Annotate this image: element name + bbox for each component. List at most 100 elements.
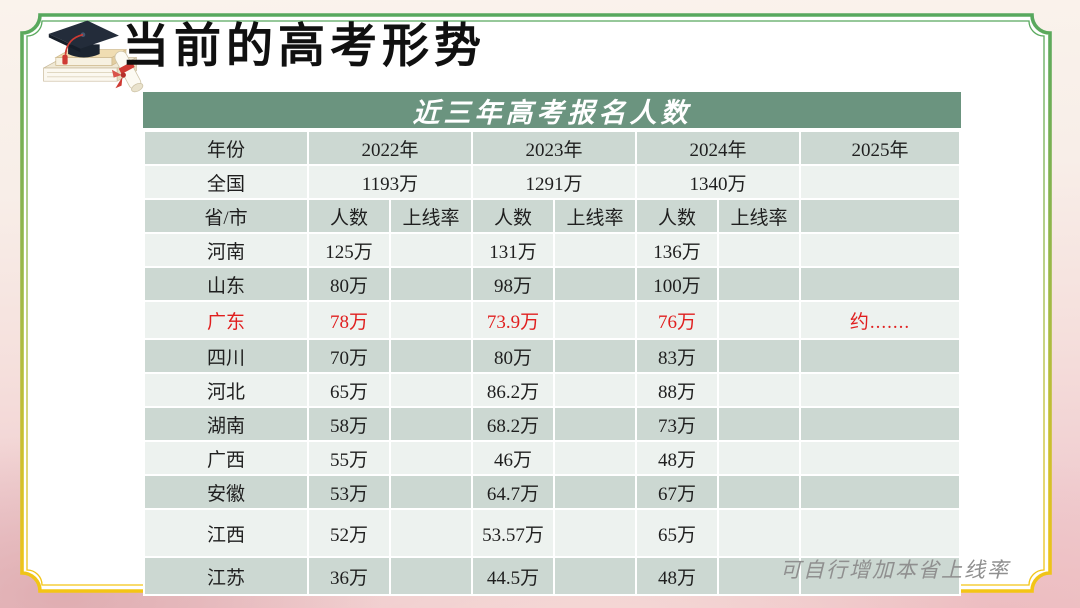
rate-2024 [719,340,800,372]
rate-2024 [719,374,800,406]
count-2024: 48万 [637,558,718,594]
count-2024: 73万 [637,408,718,440]
value-2025 [801,268,960,300]
count-2022: 55万 [309,442,389,474]
rate-2023 [555,374,636,406]
count-2024: 83万 [637,340,718,372]
province-row: 河南 125万 131万 136万 [145,234,960,266]
province-row: 广西 55万 46万 48万 [145,442,960,474]
count-2022: 52万 [309,510,389,556]
rate-2022 [391,340,472,372]
count-header: 人数 [637,200,718,232]
rate-2022 [391,510,472,556]
rate-2023 [555,476,636,508]
value-2025 [801,510,960,556]
province-row: 四川 70万 80万 83万 [145,340,960,372]
province-name: 江西 [145,510,307,556]
count-2023: 86.2万 [473,374,554,406]
province-row: 河北 65万 86.2万 88万 [145,374,960,406]
rate-2022 [391,234,472,266]
rate-2022 [391,442,472,474]
count-2023: 80万 [473,340,554,372]
rate-2024 [719,268,800,300]
province-row: 广东 78万 73.9万 76万 约....... [145,302,960,338]
rate-header: 上线率 [391,200,472,232]
gaokao-table: 近三年高考报名人数 年份 2022年 2023年 2024年 2025年 全国 … [143,92,962,596]
count-2023: 46万 [473,442,554,474]
rate-2023 [555,340,636,372]
rate-2023 [555,268,636,300]
province-name: 湖南 [145,408,307,440]
count-2023: 98万 [473,268,554,300]
rate-2024 [719,408,800,440]
province-name: 河南 [145,234,307,266]
province-row: 湖南 58万 68.2万 73万 [145,408,960,440]
count-header: 人数 [473,200,554,232]
province-row: 江苏 36万 44.5万 48万 [145,558,960,594]
year-header-label: 年份 [145,132,307,164]
value-2025 [801,374,960,406]
count-2022: 125万 [309,234,389,266]
value-2025: 约....... [801,302,960,338]
province-name: 江苏 [145,558,307,594]
national-row: 全国 1193万 1291万 1340万 [145,166,960,198]
rate-2024 [719,558,800,594]
rate-2024 [719,476,800,508]
value-2025 [801,558,960,594]
value-2025 [801,476,960,508]
count-2024: 100万 [637,268,718,300]
national-2022: 1193万 [309,166,472,198]
count-2024: 136万 [637,234,718,266]
count-2022: 78万 [309,302,389,338]
count-2023: 68.2万 [473,408,554,440]
national-2024: 1340万 [637,166,800,198]
count-2022: 65万 [309,374,389,406]
count-2024: 48万 [637,442,718,474]
year-2022: 2022年 [309,132,472,164]
count-2024: 67万 [637,476,718,508]
province-row: 山东 80万 98万 100万 [145,268,960,300]
note-caption: 可自行增加本省上线率 [780,558,1010,582]
rate-2023 [555,558,636,594]
year-header-row: 年份 2022年 2023年 2024年 2025年 [145,132,960,164]
province-name: 河北 [145,374,307,406]
count-2023: 44.5万 [473,558,554,594]
national-2025 [801,166,960,198]
year-2024: 2024年 [637,132,800,164]
rate-2023 [555,510,636,556]
count-2022: 58万 [309,408,389,440]
rate-2023 [555,442,636,474]
province-name: 山东 [145,268,307,300]
count-2024: 76万 [637,302,718,338]
rate-2023 [555,234,636,266]
count-2022: 70万 [309,340,389,372]
rate-2024 [719,302,800,338]
count-2023: 131万 [473,234,554,266]
subheader-row: 省/市 人数 上线率 人数 上线率 人数 上线率 [145,200,960,232]
province-name: 广东 [145,302,307,338]
subheader-2025-empty [801,200,960,232]
year-2023: 2023年 [473,132,636,164]
value-2025 [801,442,960,474]
rate-2022 [391,408,472,440]
count-2022: 80万 [309,268,389,300]
page-title: 当前的高考形势 [122,21,486,73]
value-2025 [801,234,960,266]
national-label: 全国 [145,166,307,198]
graduation-cap-icon [43,20,144,93]
count-2023: 64.7万 [473,476,554,508]
rate-2024 [719,442,800,474]
province-name: 安徽 [145,476,307,508]
count-2024: 65万 [637,510,718,556]
province-row: 江西 52万 53.57万 65万 [145,510,960,556]
count-2023: 53.57万 [473,510,554,556]
rate-2024 [719,234,800,266]
rate-header: 上线率 [719,200,800,232]
value-2025 [801,408,960,440]
registration-table: 年份 2022年 2023年 2024年 2025年 全国 1193万 1291… [143,130,962,596]
rate-2022 [391,476,472,508]
province-row: 安徽 53万 64.7万 67万 [145,476,960,508]
table-title-banner: 近三年高考报名人数 [143,92,961,128]
province-header-label: 省/市 [145,200,307,232]
